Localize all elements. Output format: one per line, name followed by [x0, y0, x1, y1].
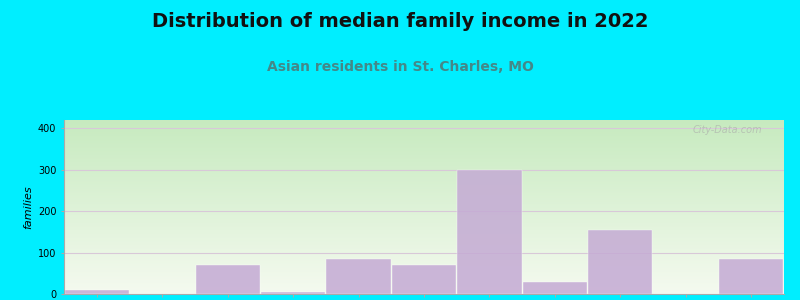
Bar	[195, 265, 260, 294]
Bar	[65, 290, 129, 294]
Y-axis label: families: families	[24, 185, 34, 229]
Bar	[392, 265, 456, 294]
Text: City-Data.com: City-Data.com	[693, 125, 762, 135]
Bar	[261, 292, 325, 294]
Bar	[326, 259, 390, 294]
Bar	[458, 170, 522, 294]
Bar	[588, 230, 653, 294]
Text: Asian residents in St. Charles, MO: Asian residents in St. Charles, MO	[266, 60, 534, 74]
Bar	[523, 282, 587, 294]
Text: Distribution of median family income in 2022: Distribution of median family income in …	[152, 12, 648, 31]
Bar	[719, 259, 783, 294]
